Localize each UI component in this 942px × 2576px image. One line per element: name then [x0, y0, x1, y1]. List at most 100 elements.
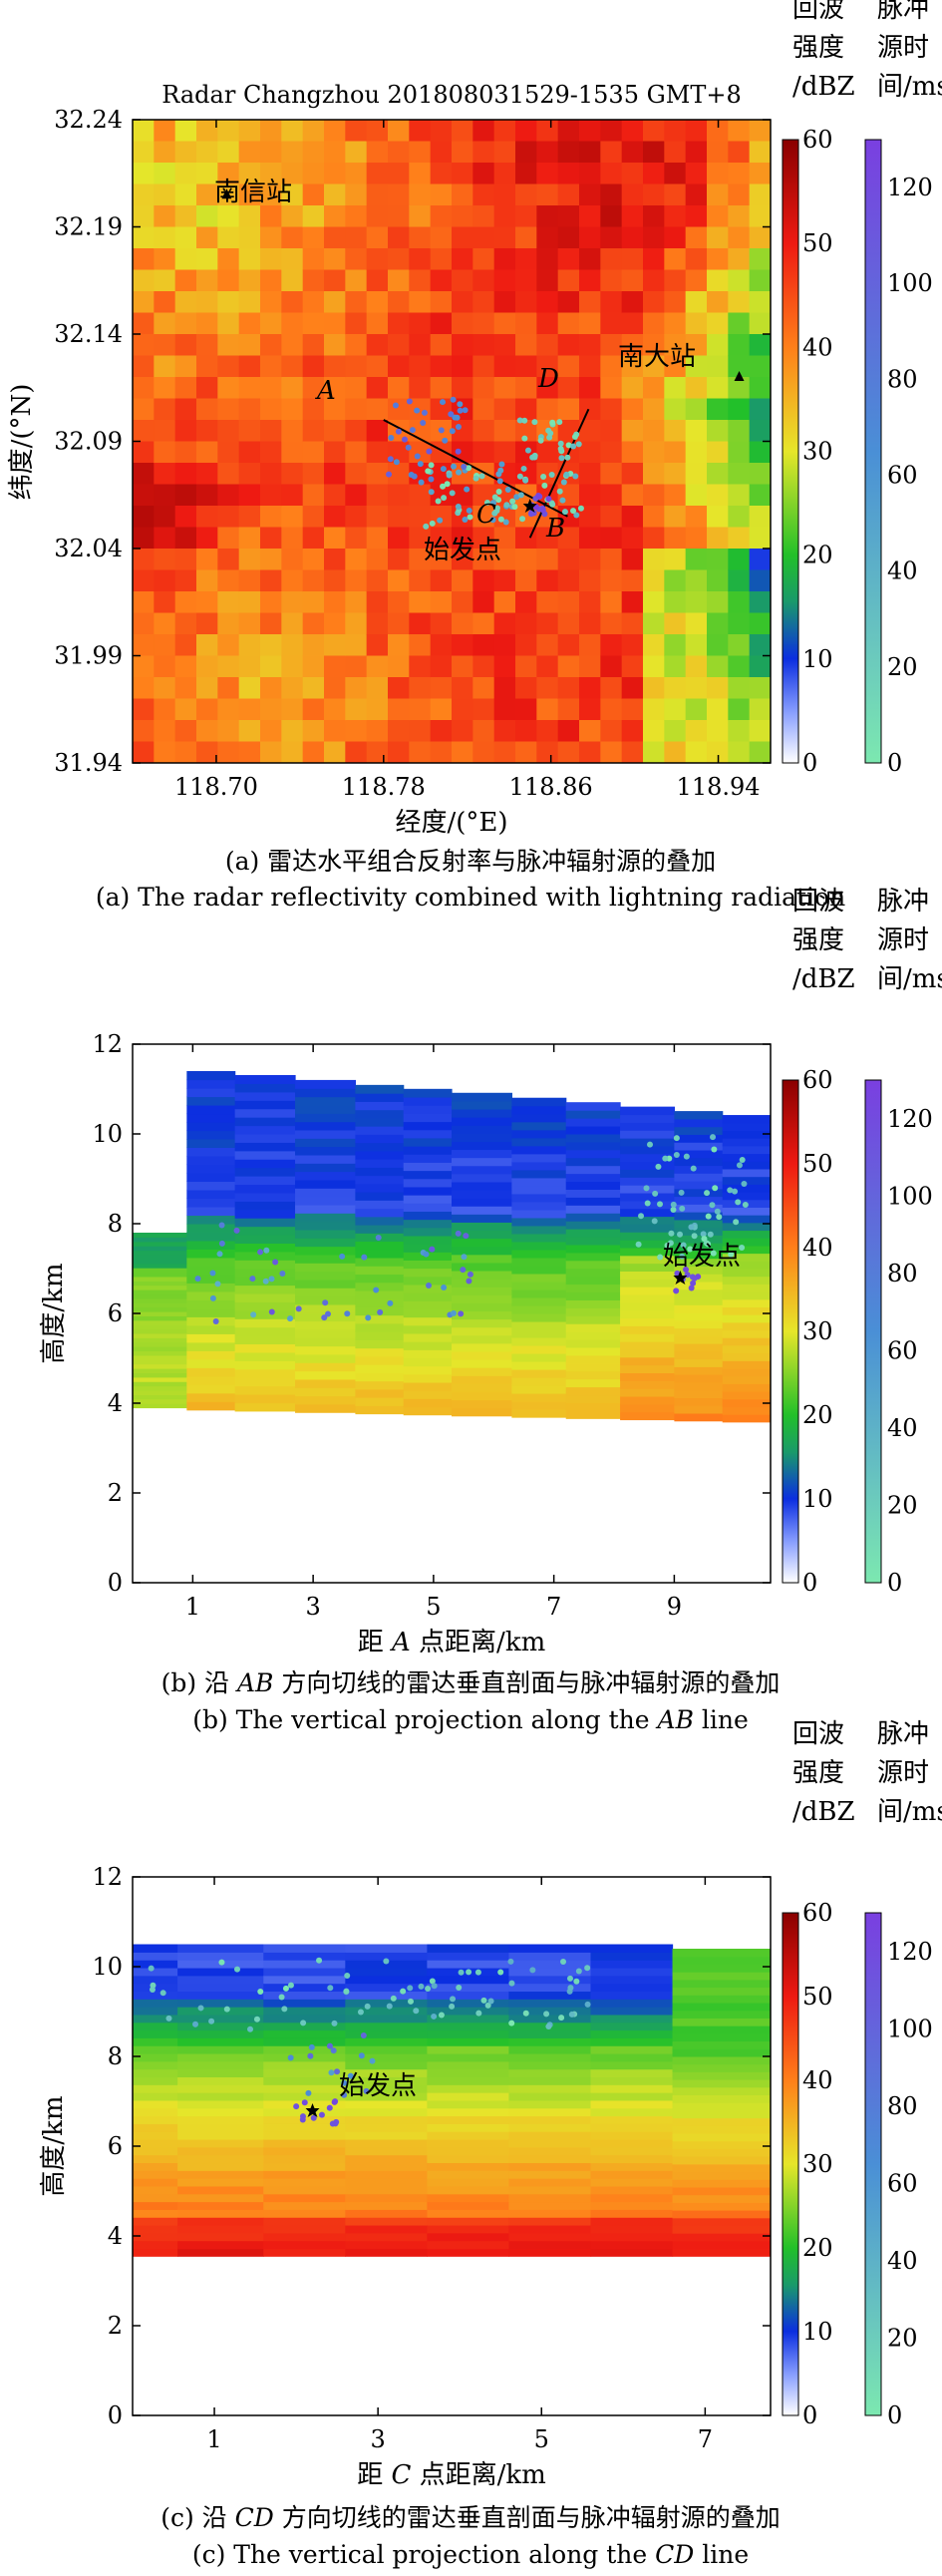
heat-cell	[196, 612, 218, 635]
radiation-source	[357, 2009, 364, 2016]
radiation-source	[570, 508, 577, 515]
heat-cell	[133, 1233, 187, 1238]
heat-cell	[511, 1241, 567, 1251]
heat-cell	[133, 506, 155, 529]
heat-cell	[345, 163, 368, 185]
heat-cell	[260, 226, 282, 249]
heat-cell	[260, 355, 282, 378]
heat-cell	[324, 569, 346, 592]
heat-cell	[295, 1088, 356, 1098]
heat-cell	[263, 2084, 346, 2093]
heat-cell	[728, 527, 751, 550]
panel-c-caption-en: (c) The vertical projection along the CD…	[192, 2540, 749, 2569]
heat-cell	[452, 612, 473, 635]
heat-cell	[722, 1253, 771, 1262]
radiation-source	[209, 1270, 216, 1277]
heat-cell	[302, 569, 325, 592]
heat-cell	[345, 2146, 428, 2156]
heat-cell	[295, 1263, 356, 1273]
radiation-source	[287, 1982, 294, 1989]
colorbar-pulse-tick: 20	[887, 1491, 918, 1519]
heat-cell	[133, 334, 155, 357]
heat-cell	[427, 1991, 510, 2000]
heat-cell	[590, 2193, 674, 2203]
heat-cell	[345, 355, 368, 378]
point-label-D: D	[537, 364, 559, 394]
heat-cell	[196, 741, 218, 763]
heat-cell	[728, 484, 751, 507]
heat-cell	[174, 420, 197, 443]
heat-cell	[234, 1343, 296, 1353]
radiation-source	[735, 1199, 742, 1206]
heat-cell	[302, 420, 325, 443]
heat-cell	[674, 1118, 724, 1128]
heat-cell	[217, 291, 240, 314]
heat-cell	[263, 2154, 346, 2164]
heat-cell	[324, 527, 346, 550]
heat-cell	[515, 549, 537, 571]
heat-cell	[281, 205, 304, 228]
heat-cell	[452, 441, 473, 464]
heat-cell	[557, 205, 580, 228]
heat-cell	[196, 120, 218, 143]
heat-cell	[186, 1257, 236, 1267]
heat-cell	[452, 1310, 512, 1320]
heat-cell	[186, 1249, 236, 1259]
colorbar-reflectivity-tick: 60	[802, 1899, 833, 1927]
heat-cell	[355, 1339, 405, 1349]
heat-cell	[133, 2248, 178, 2257]
heat-cell	[452, 1189, 512, 1199]
heat-cell	[133, 1403, 187, 1409]
heat-cell	[590, 2045, 674, 2054]
heat-cell	[263, 2007, 346, 2016]
heat-cell	[217, 355, 240, 378]
heat-cell	[355, 1314, 405, 1324]
radiation-source	[148, 1965, 155, 1972]
radiation-source	[565, 442, 572, 449]
heat-cell	[234, 1335, 296, 1345]
heat-cell	[672, 2194, 771, 2203]
heat-cell	[281, 698, 304, 721]
heat-cell	[177, 2224, 264, 2234]
heat-cell	[452, 1238, 512, 1248]
heat-cell	[355, 1150, 405, 1160]
heat-cell	[508, 2178, 592, 2187]
heat-cell	[174, 120, 197, 143]
heat-cell	[722, 1176, 771, 1185]
panel-a: Radar Changzhou 201808031529-1535 GMT+8 …	[7, 81, 845, 912]
heat-cell	[452, 1359, 512, 1368]
heat-cell	[263, 2240, 346, 2250]
heat-cell	[133, 1337, 187, 1343]
heat-cell	[557, 527, 580, 550]
heat-cell	[133, 2022, 178, 2031]
heat-cell	[722, 1115, 771, 1124]
heat-cell	[643, 698, 665, 721]
heat-cell	[472, 355, 495, 378]
heat-cell	[565, 1189, 621, 1198]
heat-cell	[177, 2045, 264, 2054]
heat-cell	[302, 634, 325, 657]
heat-cell	[154, 312, 176, 335]
x-tick-label: 7	[546, 1593, 561, 1621]
heat-cell	[366, 312, 389, 335]
radiation-source	[545, 2024, 552, 2030]
radiation-source	[392, 402, 399, 409]
heat-cell	[515, 120, 537, 143]
heat-cell	[472, 506, 495, 529]
heat-cell	[511, 1336, 567, 1346]
heat-cell	[674, 1327, 724, 1336]
heat-cell	[590, 2052, 674, 2062]
heat-cell	[260, 506, 282, 529]
heat-cell	[430, 463, 453, 486]
radiation-source	[683, 1153, 690, 1160]
radiation-source	[421, 409, 428, 416]
radiation-source	[655, 1163, 662, 1170]
heat-cell	[154, 463, 176, 486]
heat-cell	[600, 741, 623, 763]
heat-cell	[133, 1363, 187, 1369]
heat-cell	[508, 2076, 592, 2085]
heat-cell	[557, 591, 580, 614]
radiation-source	[571, 434, 578, 441]
heat-cell	[590, 2209, 674, 2218]
heat-cell	[295, 1171, 356, 1181]
